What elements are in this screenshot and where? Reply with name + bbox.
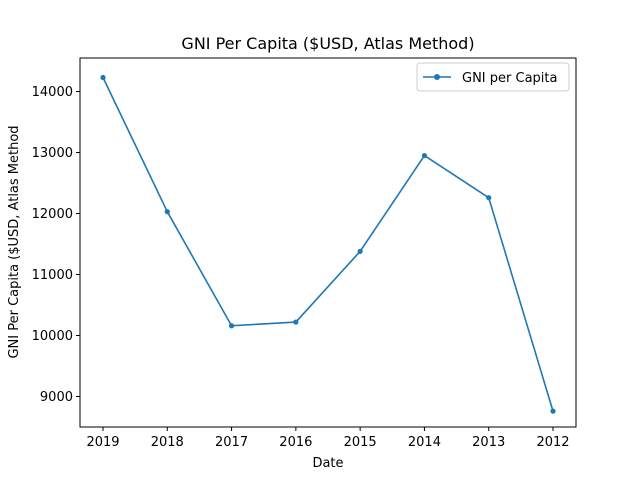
legend-label: GNI per Capita: [462, 71, 557, 86]
plot-area: 9000 10000 11000 12000 13000 14000 2019 2018 201…: [32, 57, 577, 450]
x-tick-label: 2012: [536, 435, 569, 450]
y-tick-label: 9000: [40, 390, 73, 405]
data-point: [550, 408, 556, 414]
x-tick-label: 2018: [151, 435, 184, 450]
x-axis-label: Date: [312, 456, 343, 471]
x-tick-label: 2014: [408, 435, 441, 450]
x-tick-label: 2013: [472, 435, 505, 450]
x-tick-label: 2016: [279, 435, 312, 450]
data-point: [164, 209, 170, 215]
data-point: [357, 248, 363, 254]
x-tick-label: 2019: [86, 435, 119, 450]
x-tick-label: 2015: [344, 435, 377, 450]
legend-marker: [434, 74, 440, 80]
chart-title: GNI Per Capita ($USD, Atlas Method): [181, 34, 474, 53]
data-point: [100, 74, 106, 81]
x-tick-label: 2017: [215, 435, 248, 450]
data-point: [486, 195, 492, 201]
data-point: [228, 323, 235, 329]
legend-box: [416, 62, 570, 92]
y-tick-label: 10000: [32, 329, 73, 344]
y-tick-label: 14000: [32, 85, 73, 100]
series-line: [102, 77, 554, 412]
y-tick-label: 12000: [32, 207, 73, 222]
data-point: [421, 152, 428, 159]
y-axis-label: GNI Per Capita ($USD, Atlas Method: [7, 125, 22, 358]
axes-frame: [79, 57, 577, 428]
y-tick-label: 11000: [32, 268, 73, 283]
data-point: [293, 319, 299, 325]
legend: GNI per Capita: [416, 62, 570, 92]
y-tick-label: 13000: [32, 146, 73, 161]
